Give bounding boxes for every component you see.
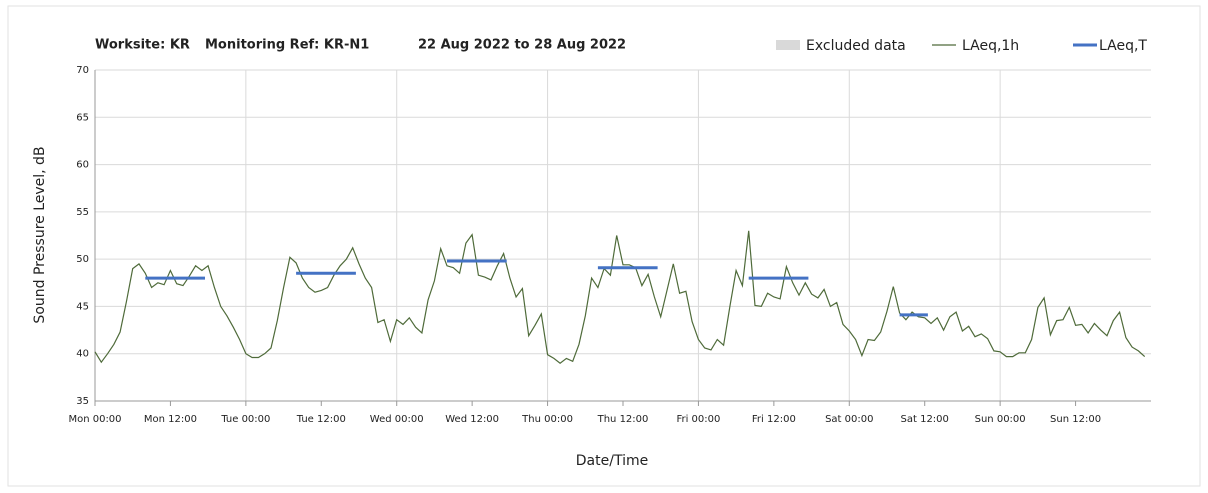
y-axis-label: Sound Pressure Level, dB	[32, 146, 48, 323]
y-tick-label: 65	[76, 112, 89, 123]
x-tick-label: Wed 00:00	[370, 414, 424, 425]
x-tick-label: Tue 12:00	[296, 414, 346, 425]
title-site: Worksite: KR	[95, 38, 190, 53]
y-tick-label: 35	[76, 396, 89, 407]
legend-label: LAeq,T	[1099, 38, 1147, 54]
title-ref: Monitoring Ref: KR-N1	[205, 38, 369, 53]
frame	[7, 5, 1201, 487]
y-tick-label: 55	[76, 207, 89, 218]
y-tick-label: 40	[76, 349, 89, 360]
x-tick-label: Wed 12:00	[445, 414, 499, 425]
y-tick-label: 70	[76, 65, 89, 76]
x-tick-label: Fri 00:00	[676, 414, 720, 425]
x-tick-label: Sat 12:00	[901, 414, 949, 425]
y-tick-label: 45	[76, 301, 89, 312]
legend-label: LAeq,1h	[962, 38, 1019, 54]
x-tick-label: Sun 00:00	[975, 414, 1026, 425]
series-line	[94, 230, 1146, 364]
y-tick-label: 50	[76, 254, 89, 265]
x-tick-label: Sun 12:00	[1050, 414, 1101, 425]
y-tick-label: 60	[76, 160, 89, 171]
x-axis-label: Date/Time	[576, 453, 648, 469]
x-tick-label: Mon 12:00	[144, 414, 197, 425]
x-tick-label: Fri 12:00	[752, 414, 796, 425]
x-tick-label: Sat 00:00	[825, 414, 873, 425]
title-dates: 22 Aug 2022 to 28 Aug 2022	[418, 38, 626, 53]
legend-label: Excluded data	[806, 38, 906, 54]
x-tick-label: Mon 00:00	[68, 414, 121, 425]
x-tick-label: Thu 00:00	[521, 414, 573, 425]
legend-swatch	[776, 40, 800, 50]
x-tick-label: Thu 12:00	[597, 414, 649, 425]
x-tick-label: Tue 00:00	[220, 414, 270, 425]
